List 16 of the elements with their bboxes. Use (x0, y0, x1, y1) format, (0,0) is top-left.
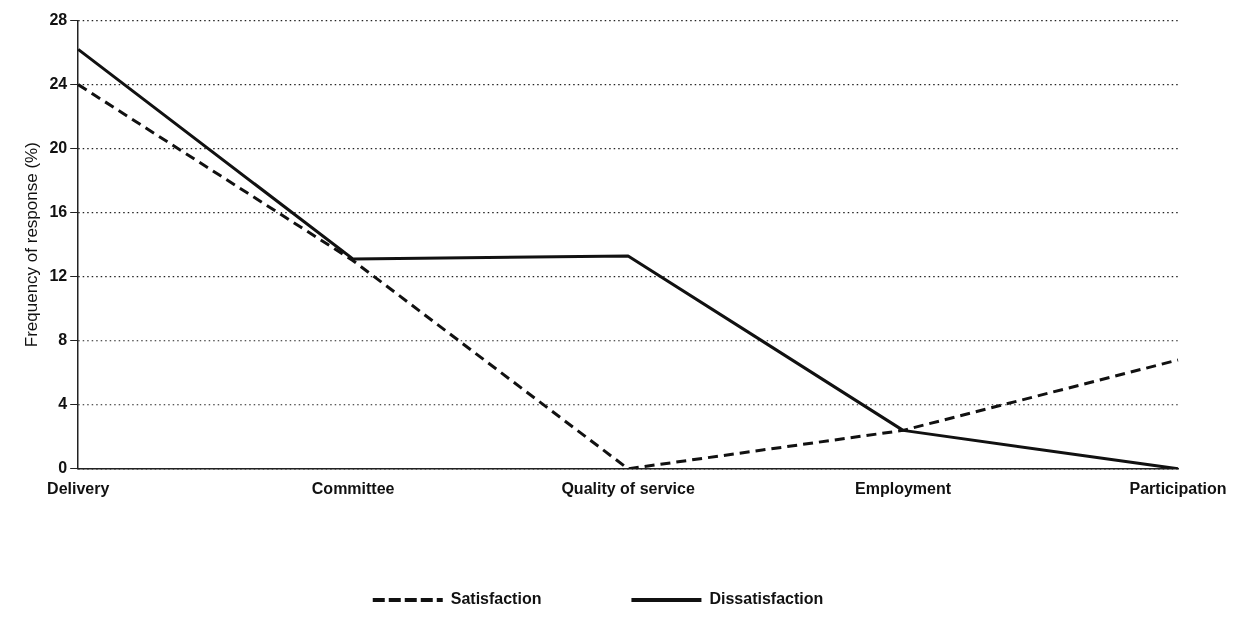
y-tick-label: 28 (49, 11, 68, 29)
x-tick-label: Committee (311, 479, 395, 497)
y-tick-label: 16 (49, 203, 68, 221)
y-tick-label: 8 (58, 331, 68, 349)
y-tick-label: 0 (58, 459, 68, 477)
x-tick-label: Quality of service (561, 479, 695, 497)
x-tick-label: Participation (1129, 479, 1227, 497)
y-tick-label: 20 (49, 139, 68, 157)
legend-label: Dissatisfaction (709, 590, 824, 608)
y-tick-label: 12 (49, 267, 68, 285)
y-axis-title: Frequency of response (%) (21, 142, 41, 348)
y-tick-label: 4 (58, 395, 68, 413)
legend-label: Satisfaction (450, 590, 542, 608)
x-tick-label: Employment (855, 479, 952, 497)
x-tick-label: Delivery (47, 479, 110, 497)
y-tick-label: 24 (49, 75, 68, 93)
